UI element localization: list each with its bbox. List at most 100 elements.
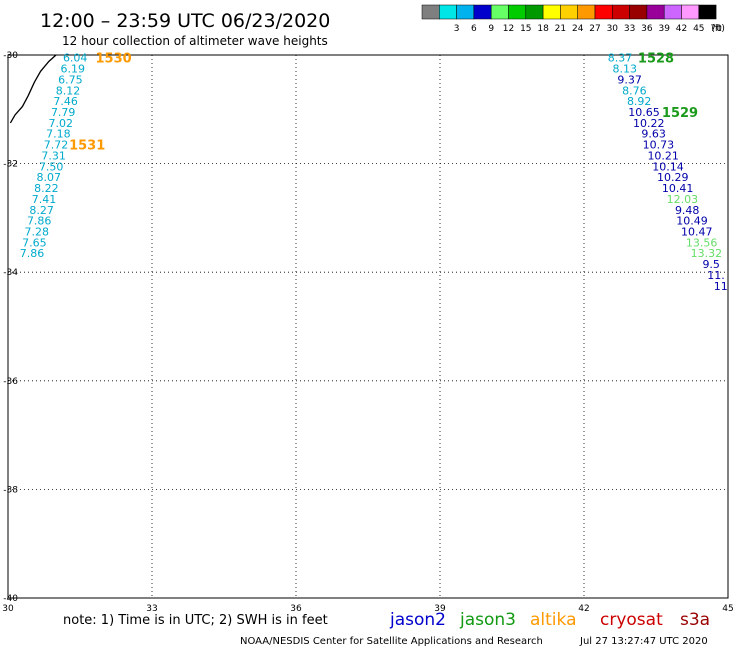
color-scale-swatch	[525, 4, 544, 20]
swh-value: 7.65	[22, 236, 47, 249]
color-scale-label: 42	[676, 24, 687, 34]
swh-value: 6.19	[61, 63, 86, 76]
page-title: 12:00 – 23:59 UTC 06/23/2020	[40, 10, 330, 32]
legend-jason2: jason2	[389, 610, 446, 630]
swh-value: 7.46	[53, 95, 78, 108]
map-frame	[7, 54, 729, 599]
swh-value: 10.47	[681, 225, 713, 238]
swh-value: 10.29	[657, 171, 689, 184]
swh-value: 11.	[707, 269, 725, 282]
lon-tick-label: 39	[434, 604, 446, 614]
swh-value: 7.02	[49, 117, 74, 130]
color-scale-label: 9	[488, 24, 494, 34]
swh-value: 10.49	[676, 215, 708, 228]
swh-value: 10.21	[647, 149, 679, 162]
color-scale-label: 45	[693, 24, 704, 34]
color-scale-label: 33	[624, 24, 635, 34]
color-scale-swatch	[439, 4, 457, 20]
lat-tick-label: -38	[3, 485, 18, 495]
swh-value: 7.86	[27, 215, 52, 228]
satellite-legend: jason2 jason3 altika cryosat s3a	[389, 610, 710, 630]
legend-s3a: s3a	[680, 610, 710, 630]
color-scale: 3 6 9 12 15 18 21 24 27 30 33 36 39 42 45 70(ft)	[421, 4, 725, 34]
color-scale-swatch	[473, 4, 492, 20]
swh-value: 10.14	[652, 160, 684, 173]
swh-value: 8.22	[34, 182, 59, 195]
color-scale-swatch	[629, 4, 648, 20]
axis-ticks: 30 33 36 39 42 45 -30 -32 -34 -36 -38 -40	[2, 51, 733, 614]
lon-tick-label: 33	[146, 604, 157, 614]
color-scale-swatch	[560, 4, 578, 20]
lon-tick-label: 42	[578, 604, 589, 614]
swh-value: 9.37	[617, 73, 642, 86]
lon-tick-label: 36	[290, 604, 302, 614]
color-scale-swatch	[490, 4, 509, 20]
lat-tick-label: -40	[3, 594, 18, 604]
swh-value: 7.28	[25, 225, 50, 238]
color-scale-label: 30	[607, 24, 619, 34]
coastline-path	[9, 54, 57, 124]
color-scale-label: 24	[572, 24, 584, 34]
swh-value: 10.41	[662, 182, 694, 195]
color-scale-unit: (ft)	[711, 24, 725, 34]
color-scale-label: 70	[710, 24, 722, 34]
color-scale-swatch	[421, 4, 440, 20]
swh-value: 9.48	[675, 204, 700, 217]
swh-value: 8.76	[622, 84, 647, 97]
color-scale-swatch	[577, 4, 596, 20]
pass-id-label: 1530	[96, 52, 132, 67]
color-scale-label: 39	[658, 24, 670, 34]
footer-credit: NOAA/NESDIS Center for Satellite Applica…	[240, 636, 543, 647]
swh-value: 7.50	[39, 160, 64, 173]
pass-id-label: 1531	[69, 139, 105, 154]
lat-tick-label: -34	[3, 268, 18, 278]
swh-value: 7.18	[46, 128, 71, 141]
swh-value: 8.37	[608, 52, 633, 65]
color-scale-label: 3	[454, 24, 460, 34]
pass-id-label: 1528	[638, 52, 674, 67]
color-scale-label: 15	[520, 24, 531, 34]
swh-value: 7.41	[32, 193, 57, 206]
pass-id-label: 1529	[662, 106, 698, 121]
lat-tick-label: -30	[3, 51, 18, 61]
swh-value: 9.5	[702, 258, 720, 271]
swh-value: 7.72	[44, 139, 69, 152]
graticule	[8, 55, 728, 598]
swh-value: 12.03	[667, 193, 699, 206]
color-scale-label: 36	[641, 24, 653, 34]
swh-observations: 6.046.196.758.127.467.797.027.187.727.31…	[20, 52, 728, 293]
color-scale-label: 12	[503, 24, 514, 34]
color-scale-label: 21	[555, 24, 566, 34]
color-scale-swatch	[646, 4, 665, 20]
swh-value: 7.79	[51, 106, 76, 119]
page-subtitle: 12 hour collection of altimeter wave hei…	[62, 34, 328, 48]
coastline	[9, 54, 57, 124]
swh-value: 8.13	[613, 63, 638, 76]
footer-note: note: 1) Time is in UTC; 2) SWH is in fe…	[63, 613, 328, 628]
swh-value: 7.31	[41, 149, 66, 162]
legend-jason3: jason3	[459, 610, 516, 630]
color-scale-label: 18	[537, 24, 549, 34]
swh-value: 10.73	[643, 139, 675, 152]
lat-tick-label: -36	[3, 377, 18, 387]
swh-value: 6.75	[58, 73, 83, 86]
swh-value: 13.56	[686, 236, 718, 249]
swh-value: 9.63	[641, 128, 666, 141]
lon-tick-label: 30	[2, 604, 14, 614]
color-scale-label: 6	[471, 24, 477, 34]
legend-cryosat: cryosat	[600, 610, 663, 630]
swh-value: 8.27	[29, 204, 54, 217]
color-scale-swatch	[681, 4, 700, 20]
swh-value: 11	[714, 280, 728, 293]
swh-value: 6.04	[63, 52, 88, 65]
color-scale-swatch	[542, 4, 561, 20]
swh-value: 8.07	[37, 171, 62, 184]
footer-timestamp: Jul 27 13:27:47 UTC 2020	[579, 636, 708, 647]
lon-tick-label: 45	[722, 604, 733, 614]
color-scale-swatch	[508, 4, 527, 20]
swh-value: 10.22	[633, 117, 665, 130]
swh-value: 7.86	[20, 247, 45, 260]
color-scale-swatch	[612, 4, 630, 20]
